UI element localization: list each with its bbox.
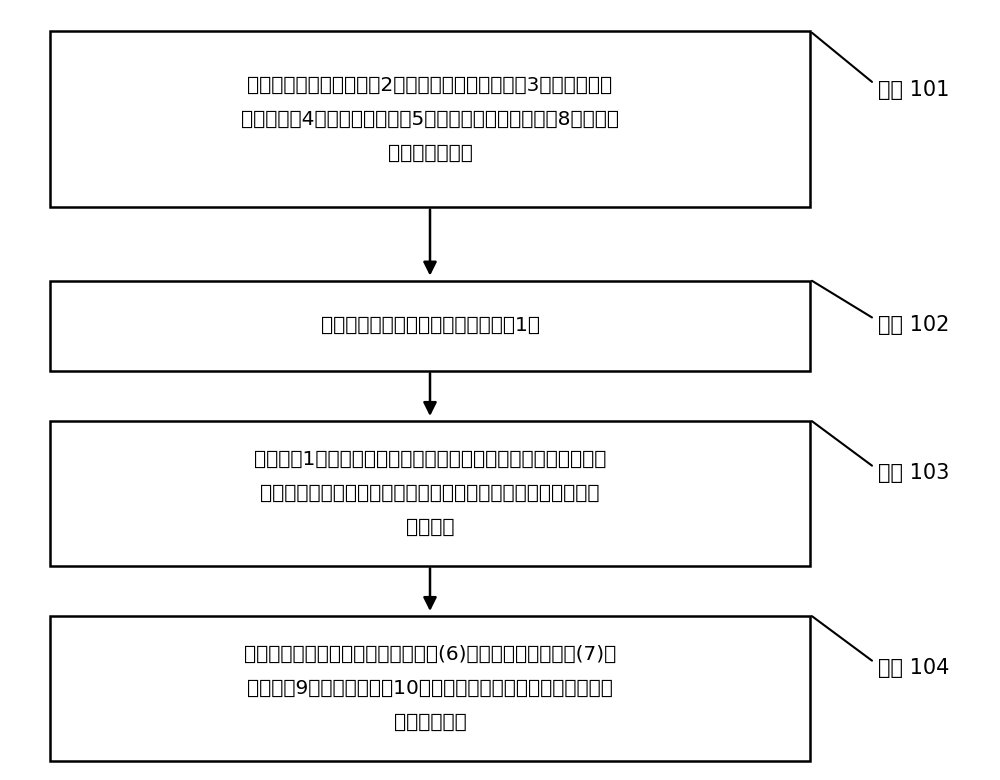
Bar bbox=[50, 31, 810, 207]
Text: 将计量装置状态信息发送至控制器（1）: 将计量装置状态信息发送至控制器（1） bbox=[320, 316, 540, 335]
Bar bbox=[50, 421, 810, 566]
Bar bbox=[50, 281, 810, 370]
Bar bbox=[50, 616, 810, 760]
Text: 控制器（1）根据计量装置状态信息计算出实际质量流量，接收被
控对象状态信号和被控对象期望指标信息，通过预设算法计算出
控制信号: 控制器（1）根据计量装置状态信息计算出实际质量流量，接收被 控对象状态信号和被控… bbox=[254, 450, 606, 537]
Text: 通过控制信号控制第一电液控制装置(6)、第二电液控制装置(7)、
计量阀（9）、及回油阀（10）的开度，以便实现对燃油压差及流
量的调节控制: 通过控制信号控制第一电液控制装置(6)、第二电液控制装置(7)、 计量阀（9）、… bbox=[244, 645, 616, 732]
Text: 步骤 101: 步骤 101 bbox=[878, 80, 949, 100]
Text: 步骤 103: 步骤 103 bbox=[878, 463, 949, 484]
Text: 根据计量阀位移传感器（2）、计量后压力传感器（3）、计量前压
力传感器（4）、温度传感器（5）、回油阀位移传感器（8）获取计
量装置状态信息: 根据计量阀位移传感器（2）、计量后压力传感器（3）、计量前压 力传感器（4）、温… bbox=[241, 76, 619, 162]
Text: 步骤 102: 步骤 102 bbox=[878, 315, 949, 335]
Text: 步骤 104: 步骤 104 bbox=[878, 658, 949, 679]
